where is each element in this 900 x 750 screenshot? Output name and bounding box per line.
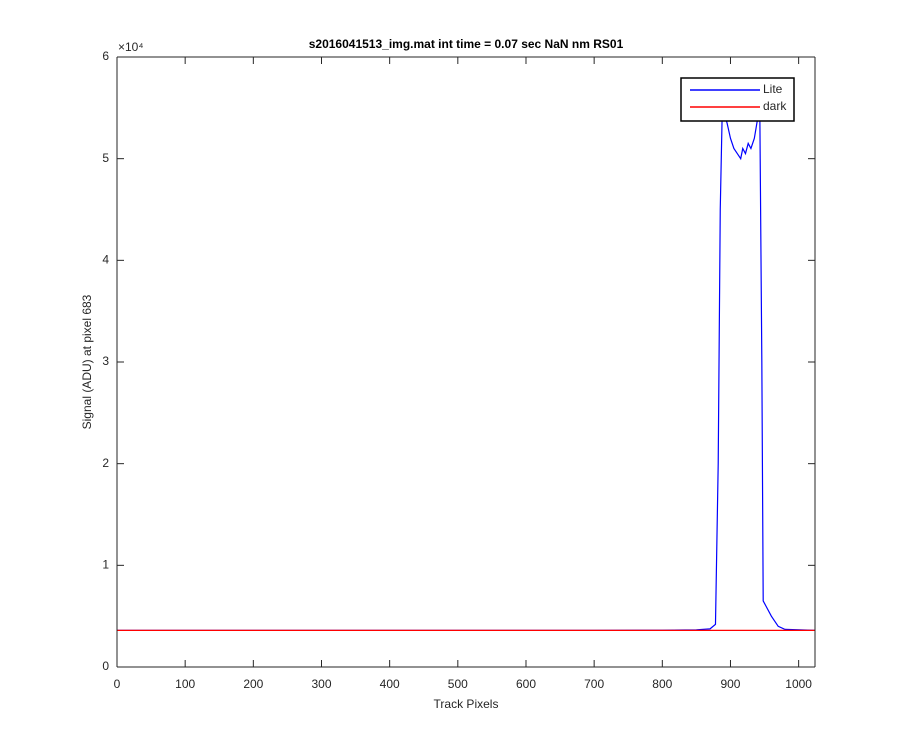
y-tick-label: 2 — [102, 456, 109, 470]
x-axis-label: Track Pixels — [434, 697, 499, 711]
x-tick-label: 500 — [448, 677, 468, 691]
legend: Lite dark — [680, 77, 795, 122]
x-tick-label: 300 — [311, 677, 331, 691]
y-tick-label: 6 — [102, 49, 109, 63]
x-tick-label: 200 — [243, 677, 263, 691]
x-tick-label: 900 — [720, 677, 740, 691]
plot-area — [117, 57, 815, 667]
legend-label: Lite — [763, 82, 783, 96]
y-tick-label: 3 — [102, 354, 109, 368]
x-tick-label: 700 — [584, 677, 604, 691]
y-tick-label: 0 — [102, 659, 109, 673]
x-tick-label: 400 — [380, 677, 400, 691]
x-tick-label: 600 — [516, 677, 536, 691]
x-tick-label: 800 — [652, 677, 672, 691]
x-tick-label: 1000 — [785, 677, 812, 691]
x-tick-label: 100 — [175, 677, 195, 691]
y-tick-label: 4 — [102, 253, 109, 267]
chart-title: s2016041513_img.mat int time = 0.07 sec … — [309, 37, 624, 51]
legend-label: dark — [763, 99, 787, 113]
y-axis-label: Signal (ADU) at pixel 683 — [80, 294, 94, 429]
y-tick-label: 1 — [102, 558, 109, 572]
x-tick-label: 0 — [114, 677, 121, 691]
y-multiplier: ×10⁴ — [118, 40, 144, 54]
legend-box — [680, 77, 795, 122]
y-tick-label: 5 — [102, 151, 109, 165]
